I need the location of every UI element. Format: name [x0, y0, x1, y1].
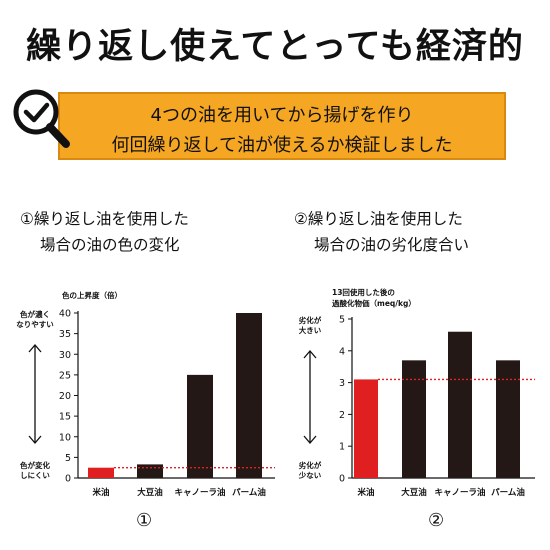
chart2-annotation-top-1: 劣化が: [298, 315, 322, 325]
chart2-ytick-label: 3: [339, 378, 345, 389]
chart1-arrow-head-up: [28, 344, 42, 353]
chart2-bar-0: [354, 379, 378, 478]
chart1-ytick-label: 0: [65, 474, 71, 485]
chart2-number: ②: [428, 510, 445, 531]
chart1-ytick-label: 25: [59, 370, 71, 381]
chart1-ytick-label: 35: [59, 329, 71, 340]
chart2-ytick-label: 1: [339, 442, 345, 453]
chart2-arrow-head-down: [303, 435, 317, 444]
banner-line-2: 何回繰り返して油が使えるか検証しました: [111, 135, 453, 156]
chart1-bar-2: [187, 374, 213, 478]
summary-banner: 4つの油を用いてから揚げを作り 何回繰り返して油が使えるか検証しました: [58, 92, 506, 160]
magnifier-check-icon: [13, 89, 70, 148]
chart2-category-label: 米油: [357, 487, 374, 498]
chart2-annotation-bottom-1: 劣化が: [298, 460, 322, 470]
chart2-ytick-label: 5: [339, 315, 345, 326]
chart2-annotation-top-2: 大きい: [299, 325, 322, 335]
chart1-category-label: 米油: [92, 487, 109, 498]
chart2-bar-1: [402, 360, 426, 478]
chart1-number: ①: [136, 510, 153, 531]
chart2-ylabel-line1: 13回使用した後の: [332, 287, 395, 297]
chart2-category-label: キャノーラ油: [434, 487, 485, 498]
chart1-ytick-label: 40: [59, 309, 71, 320]
chart2-category-label: 大豆油: [401, 487, 427, 498]
chart1-category-label: パーム油: [232, 487, 266, 498]
chart1-annotation-bottom-1: 色が変化: [20, 460, 50, 470]
chart2-annotation-bottom-2: 少ない: [298, 470, 322, 480]
chart1-bar-0: [88, 467, 114, 478]
chart2-ytick-label: 2: [339, 410, 345, 421]
chart1-section-title: ①繰り返し油を使用した 場合の油の色の変化: [20, 206, 189, 258]
chart2-title-line1: ②繰り返し油を使用した: [294, 210, 463, 228]
chart1-annotation-top-2: なりやすい: [16, 319, 54, 329]
chart1-annotation-bottom-2: しにくい: [20, 471, 50, 480]
chart1-bar-3: [236, 313, 262, 478]
banner-line-1: 4つの油を用いてから揚げを作り: [150, 105, 414, 126]
chart1-arrow-head-down: [28, 435, 42, 444]
chart1-bar-1: [137, 464, 163, 478]
chart1-ytick-label: 20: [59, 391, 71, 402]
chart1-title-line1: ①繰り返し油を使用した: [20, 210, 189, 228]
chart1-annotation-top-1: 色が濃く: [20, 309, 50, 319]
chart2-arrow-head-up: [303, 350, 317, 359]
chart2-bar-2: [448, 331, 472, 478]
chart2-ytick-label: 0: [339, 474, 345, 485]
chart2-title-line2: 場合の油の劣化度合い: [314, 236, 470, 254]
chart1-ytick-label: 15: [59, 412, 71, 423]
chart2-section-title: ②繰り返し油を使用した 場合の油の劣化度合い: [294, 206, 469, 258]
chart2-category-label: パーム油: [491, 487, 525, 498]
chart2-ytick-label: 4: [339, 346, 345, 357]
chart1-title-line2: 場合の油の色の変化: [40, 236, 180, 254]
chart1-category-label: キャノーラ油: [174, 487, 225, 498]
chart2-bar-3: [496, 360, 520, 478]
chart1-category-label: 大豆油: [137, 487, 163, 498]
chart1-ytick-label: 30: [59, 350, 71, 361]
chart1-ylabel: 色の上昇度（倍）: [62, 290, 122, 300]
chart1-ytick-label: 10: [59, 432, 71, 443]
chart2-ylabel-line2: 過酸化物価（meq/kg）: [332, 298, 416, 308]
chart1-ytick-label: 5: [65, 453, 71, 464]
page-title: 繰り返し使えてとっても経済的: [26, 27, 524, 67]
